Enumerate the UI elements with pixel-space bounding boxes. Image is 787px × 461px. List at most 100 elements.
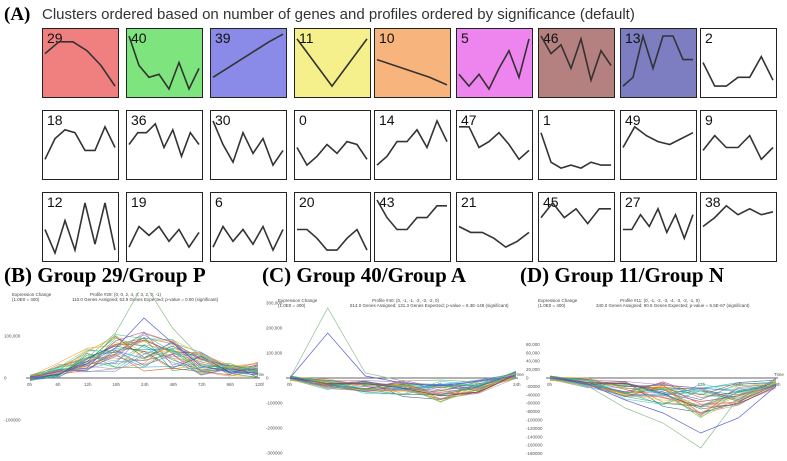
cluster-45-profile-line — [540, 201, 611, 225]
panel-a-title: Clusters ordered based on number of gene… — [42, 6, 635, 23]
panel_b-gene-line — [29, 337, 259, 380]
panel_c-outlier-line — [289, 332, 517, 387]
panel_c-outlier-line — [289, 307, 517, 383]
cluster-id: 14 — [379, 112, 395, 128]
cluster-14-profile-line — [376, 118, 448, 166]
cluster-tile-47[interactable]: 47 — [456, 110, 533, 180]
panel_d-y-tick: -140000 — [526, 434, 543, 439]
panel_b-y-tick: 100,000 — [4, 334, 21, 339]
panel_b-x-tick: 12h — [84, 382, 92, 387]
cluster-40-profile-line — [128, 35, 200, 92]
panel_d-gene-line — [549, 377, 777, 401]
cluster-13-profile-line — [622, 32, 693, 87]
cluster-tile-36[interactable]: 36 — [126, 110, 203, 180]
panel-b-y-unit: (1.0E0 = 400) — [12, 297, 40, 302]
panel-d-y-title: Expression Change — [538, 298, 578, 303]
panel_b-gene-line — [29, 353, 259, 381]
cluster-id: 27 — [625, 194, 641, 210]
cluster-29-profile-line — [44, 41, 116, 87]
cluster-tile-12[interactable]: 12 — [42, 192, 119, 262]
cluster-tile-1[interactable]: 1 — [538, 110, 615, 180]
cluster-tile-43[interactable]: 43 — [374, 192, 451, 262]
cluster-tile-29[interactable]: 29 — [42, 28, 119, 98]
cluster-id: 49 — [625, 112, 641, 128]
panel-c-plot: Expression Change (1.0E0 = 400) Profile … — [264, 292, 526, 460]
cluster-id: 19 — [131, 194, 147, 210]
panel_d-y-tick: 0 — [526, 376, 529, 381]
panel_d-gene-line — [549, 375, 777, 407]
panel_c-y-tick: 100,000 — [266, 351, 283, 356]
panel_d-gene-line — [549, 376, 777, 403]
panel_d-y-tick: -180000 — [526, 451, 543, 456]
panel-b-label: (B) Group 29/Group P — [4, 263, 206, 287]
cluster-id: 1 — [543, 112, 551, 128]
panel-d-plot: Expression Change (1.0E0 = 400) Profile … — [524, 292, 786, 460]
panel-a-label: (A) — [4, 4, 31, 25]
panel_d-outlier-line — [549, 377, 777, 434]
panel-c-chart: 300,000 200,000 100,000 0 -100000 -200000 -300… — [266, 301, 524, 456]
panel_d-x-tick: 0h — [547, 382, 553, 387]
cluster-id: 11 — [299, 30, 314, 46]
cluster-9-profile-line — [702, 134, 774, 161]
panel_b-x-tick: 48h — [170, 382, 178, 387]
panel_b-x-tick: 72h — [198, 382, 206, 387]
panel_b-x-title: Time — [256, 372, 264, 377]
panel_b-gene-line — [29, 340, 259, 377]
cluster-tile-14[interactable]: 14 — [374, 110, 451, 180]
cluster-tile-2[interactable]: 2 — [700, 28, 777, 98]
cluster-tile-45[interactable]: 45 — [538, 192, 615, 262]
panel_d-y-tick: 20,000 — [526, 367, 540, 372]
cluster-12-profile-line — [44, 202, 116, 256]
panel-c-y-unit: (1.0E0 = 400) — [278, 303, 306, 308]
cluster-30-profile-line — [212, 120, 284, 167]
cluster-tile-13[interactable]: 13 — [620, 28, 697, 98]
panel_d-y-tick: -60000 — [526, 401, 541, 406]
cluster-tile-49[interactable]: 49 — [620, 110, 697, 180]
panel_b-x-tick: 18h — [113, 382, 121, 387]
cluster-tile-30[interactable]: 30 — [210, 110, 287, 180]
panel_c-gene-line — [289, 373, 517, 390]
panel_d-x-tick: 12h — [698, 382, 706, 387]
panel_b-x-tick: 120h — [255, 382, 264, 387]
cluster-2-profile-line — [702, 54, 774, 87]
cluster-tile-46[interactable]: 46 — [538, 28, 615, 98]
cluster-tile-19[interactable]: 19 — [126, 192, 203, 262]
cluster-43-profile-line — [376, 199, 447, 231]
panel_d-gene-line — [549, 375, 777, 402]
cluster-5-profile-line — [458, 38, 530, 91]
cluster-tile-0[interactable]: 0 — [294, 110, 371, 180]
panel-c-profile-caption: Profile #40: (0, -1, -1, -2, -3, -2, 0) — [372, 298, 440, 303]
panel_d-gene-line — [549, 377, 777, 401]
panel-d-label: (D) Group 11/Group N — [520, 263, 725, 287]
cluster-tile-9[interactable]: 9 — [700, 110, 777, 180]
cluster-19-profile-line — [128, 225, 200, 249]
cluster-tile-39[interactable]: 39 — [210, 28, 287, 98]
cluster-tile-6[interactable]: 6 — [210, 192, 287, 262]
cluster-tile-21[interactable]: 21 — [456, 192, 533, 262]
panel_b-y-tick: 0 — [4, 376, 7, 381]
panel_b-gene-line — [29, 336, 259, 380]
cluster-tile-5[interactable]: 5 — [456, 28, 533, 98]
panel_d-gene-line — [549, 377, 777, 407]
cluster-47-profile-line — [459, 126, 530, 161]
panel_c-x-title: Time — [514, 372, 524, 377]
panel-c-y-title: Expression Change — [278, 298, 318, 303]
cluster-20-profile-line — [297, 228, 368, 251]
cluster-tile-11[interactable]: 11 — [294, 28, 371, 98]
cluster-tile-18[interactable]: 18 — [42, 110, 119, 180]
cluster-tile-20[interactable]: 20 — [294, 192, 371, 262]
cluster-id: 21 — [461, 194, 477, 210]
cluster-18-profile-line — [44, 124, 116, 160]
panel_d-y-tick: 60,000 — [526, 350, 540, 355]
panel_d-y-tick: -80000 — [526, 409, 541, 414]
cluster-tile-38[interactable]: 38 — [700, 192, 777, 262]
cluster-tile-27[interactable]: 27 — [620, 192, 697, 262]
panel_d-y-tick: -20000 — [526, 384, 541, 389]
cluster-tile-40[interactable]: 40 — [126, 28, 203, 98]
cluster-id: 13 — [625, 30, 641, 46]
panel-d-stats: 340.0 Genes Assigned; 90.6 Genes Expecte… — [596, 303, 750, 308]
panel_d-y-tick: 80,000 — [526, 342, 540, 347]
panel_c-y-tick: -100000 — [266, 401, 283, 406]
cluster-id: 5 — [461, 30, 469, 46]
cluster-tile-10[interactable]: 10 — [374, 28, 451, 98]
